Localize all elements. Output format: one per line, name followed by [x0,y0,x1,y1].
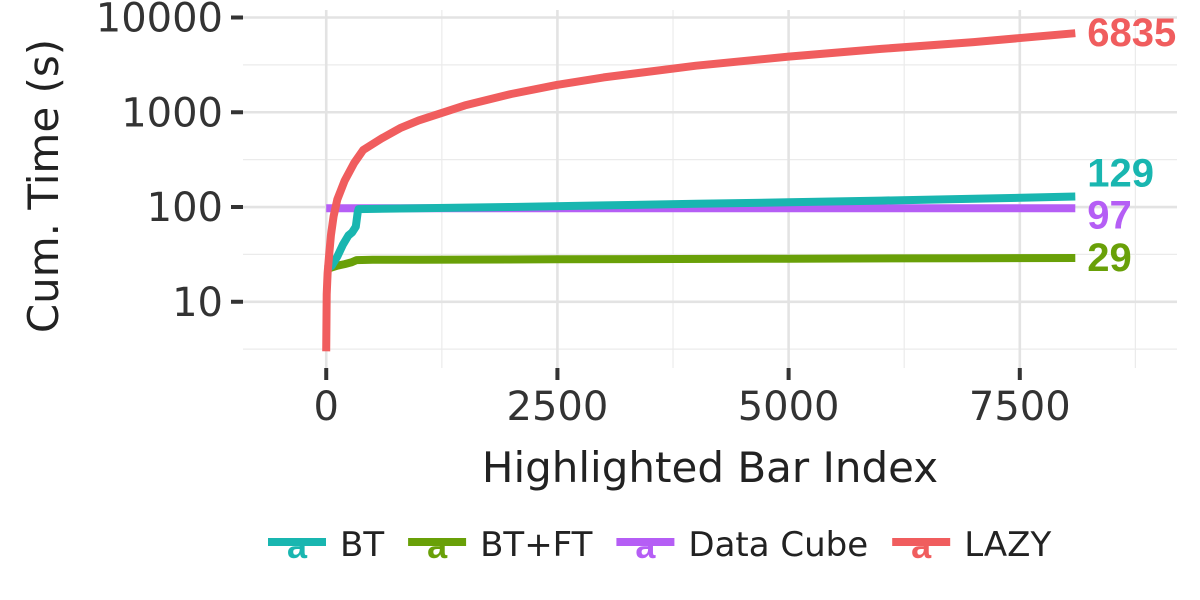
x-axis: 0 2500 5000 7500 [314,368,1071,430]
legend-label: BT [340,525,384,565]
x-tick-label: 5000 [738,384,840,430]
legend-item-bt: a BT [268,525,384,566]
legend-label: LAZY [964,525,1051,565]
legend-key-glyph: a [635,525,656,566]
legend-key-glyph: a [287,525,308,566]
legend: a BT a BT+FT a Data Cube a LAZY [268,525,1051,566]
end-label-bt: 129 [1087,152,1154,196]
y-tick-label: 10000 [96,0,223,42]
end-label-bt-ft: 29 [1087,236,1132,280]
legend-key-glyph: a [911,525,932,566]
end-label-data-cube: 97 [1087,193,1132,237]
legend-item-bt-ft: a BT+FT [408,525,593,566]
x-tick-label: 7500 [969,384,1071,430]
series-line-lazy [322,29,1076,352]
x-axis-title: Highlighted Bar Index [482,443,938,492]
legend-label: BT+FT [480,525,593,565]
legend-item-data-cube: a Data Cube [616,525,868,566]
y-axis-title: Cum. Time (s) [19,39,68,333]
legend-item-lazy: a LAZY [892,525,1051,566]
series-lines [322,29,1076,352]
legend-key-glyph: a [427,525,448,566]
y-tick-label: 10 [172,280,223,326]
end-label-lazy: 6835 [1087,11,1176,55]
y-axis: 10 100 1000 10000 [96,0,243,326]
y-tick-label: 1000 [121,90,223,136]
legend-label: Data Cube [688,525,868,565]
series-line-bt-ft [324,254,1076,274]
series-line-bt [324,192,1076,273]
y-tick-label: 100 [147,185,223,231]
x-tick-label: 0 [314,384,339,430]
x-tick-label: 2500 [507,384,609,430]
